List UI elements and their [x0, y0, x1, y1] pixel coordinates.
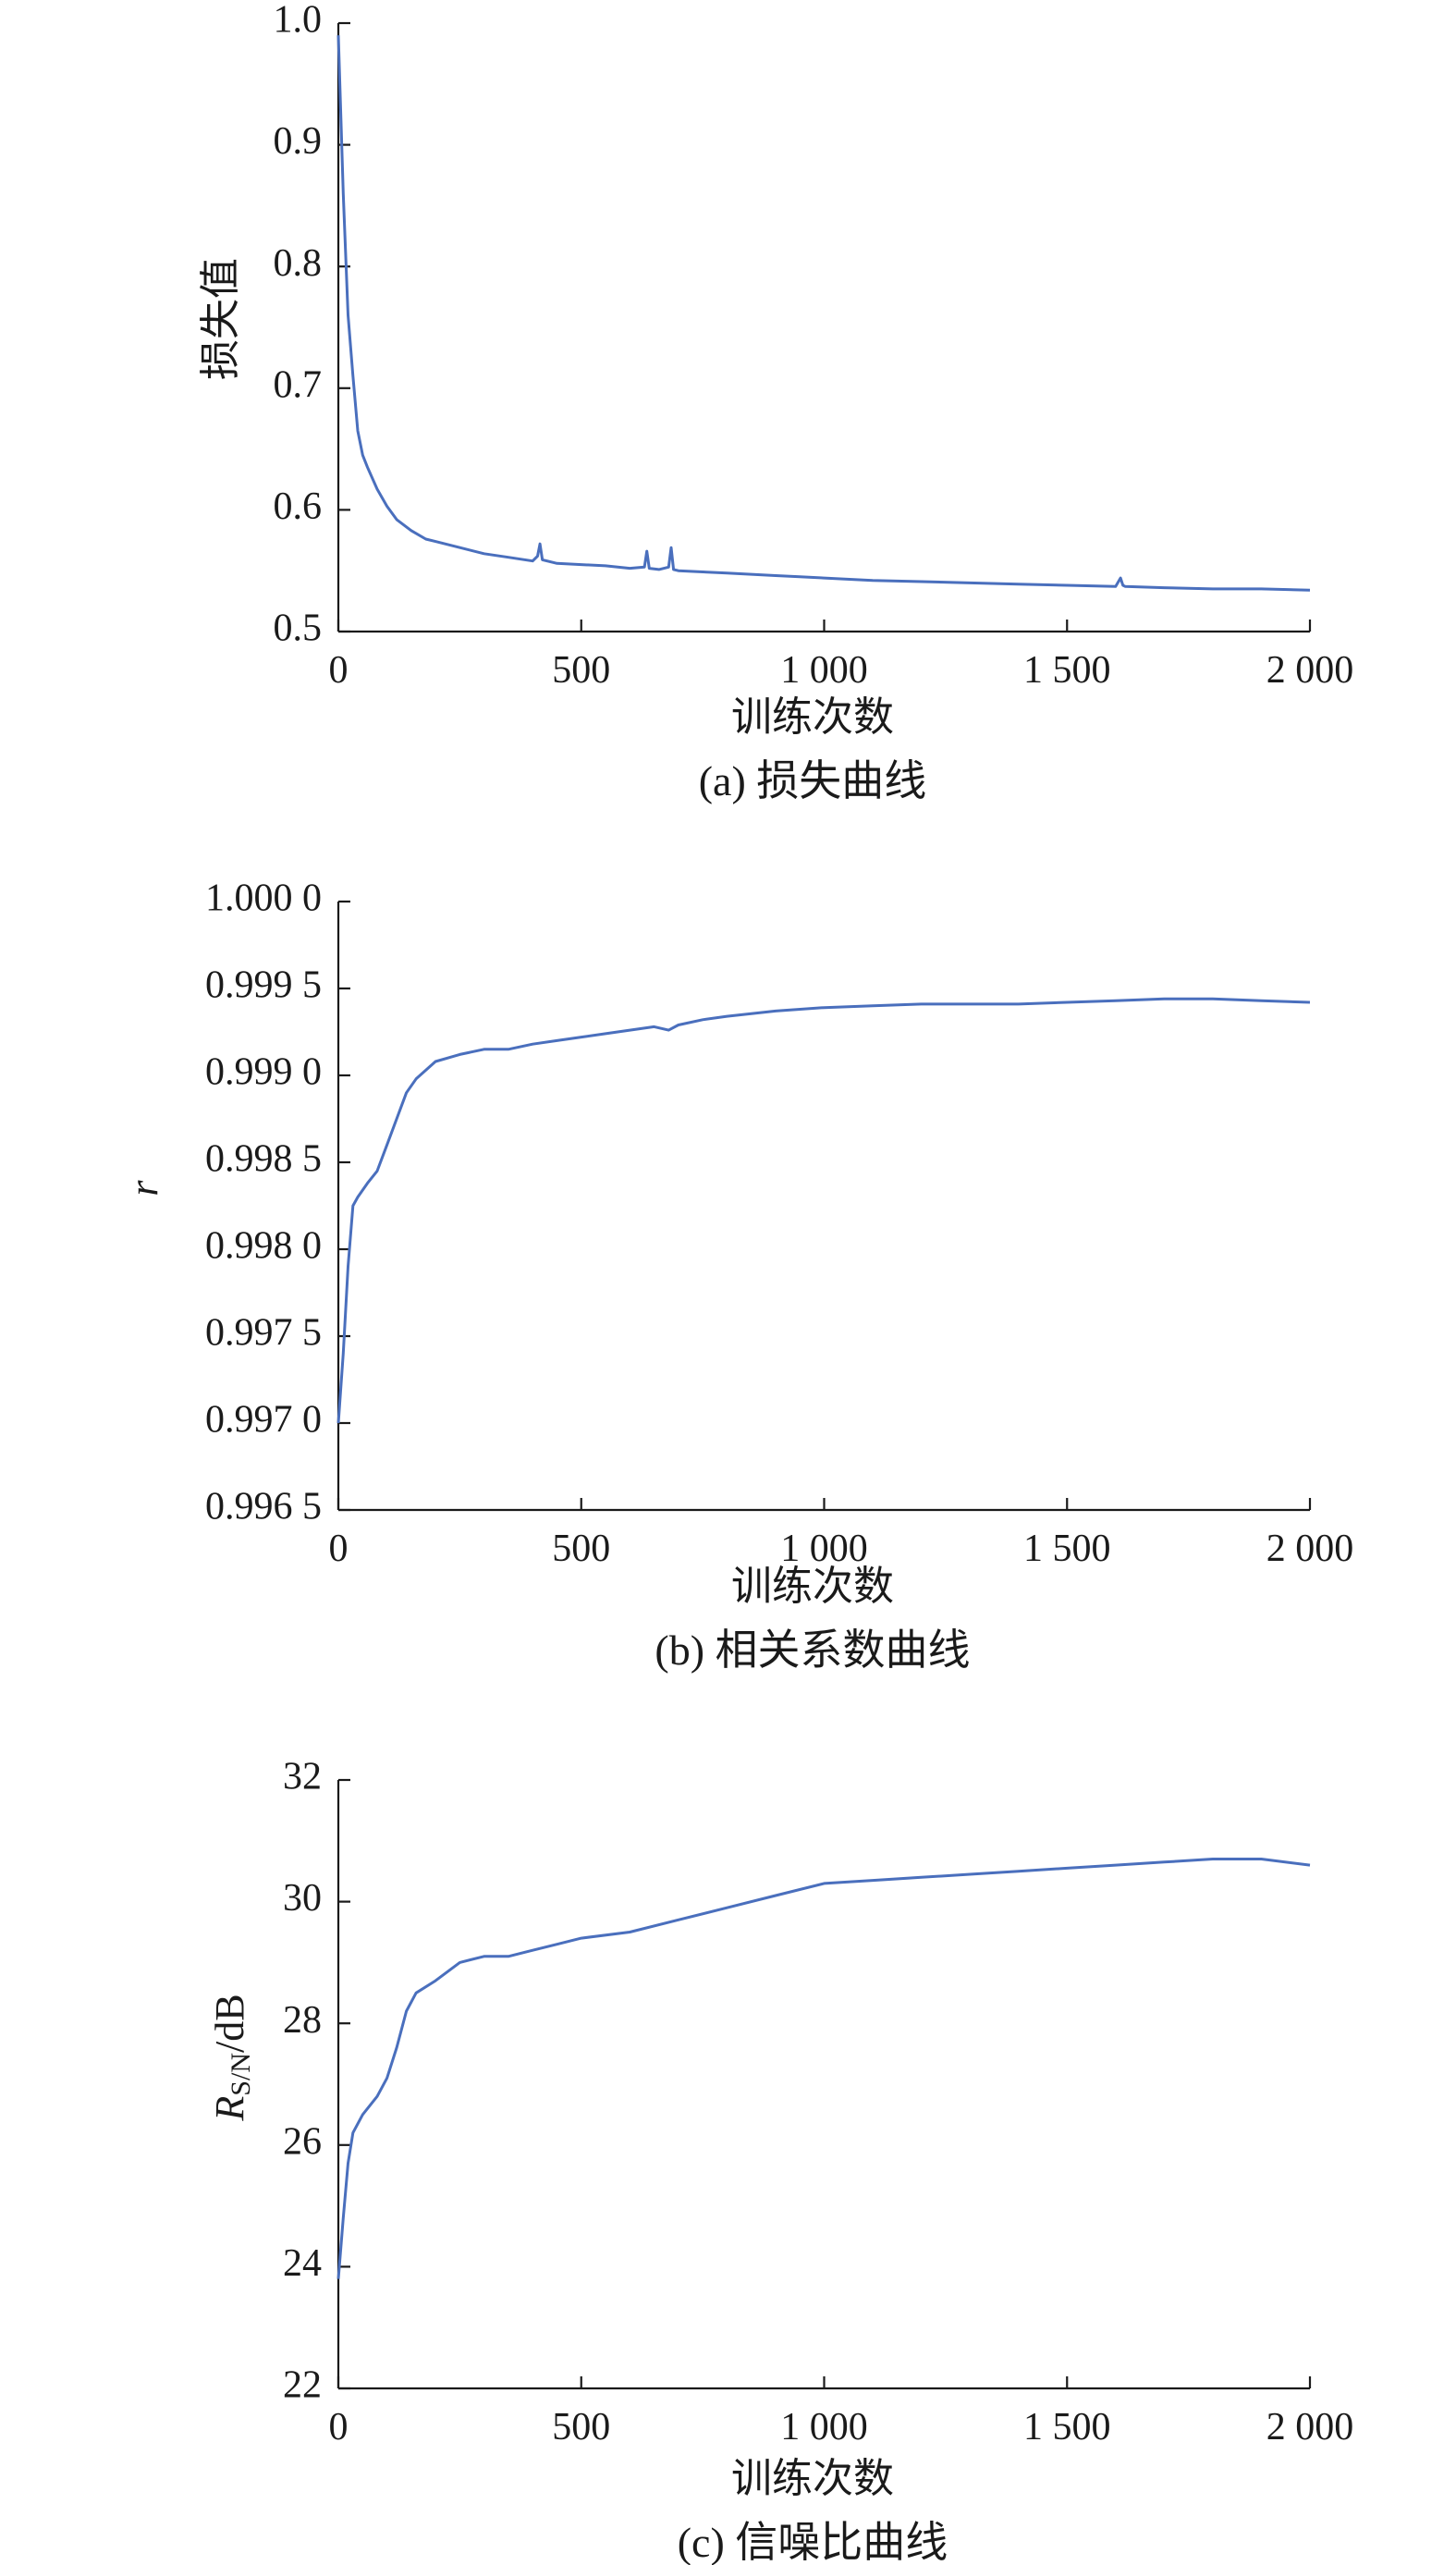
y-tick-label: 0.998 0 [205, 1225, 322, 1268]
caption-loss: (a) 损失曲线 [699, 757, 927, 804]
y-axis-label-r: r [121, 1180, 166, 1197]
x-tick-label: 500 [552, 1528, 610, 1570]
x-axis-label-loss: 训练次数 [731, 694, 894, 740]
x-axis-label-snr: 训练次数 [731, 2456, 894, 2501]
y-axis-label-snr: RS/N/dB [207, 1994, 256, 2121]
y-axis-label-text: r [121, 1180, 166, 1197]
y-label-sub: S/N [226, 2053, 256, 2096]
y-tick-label: 0.999 0 [205, 1051, 322, 1094]
x-tick-label: 1 000 [780, 2406, 868, 2448]
y-tick-label: 0.998 5 [205, 1138, 322, 1181]
y-tick-label: 32 [283, 1756, 322, 1798]
x-tick-label: 2 000 [1266, 2406, 1354, 2448]
y-tick-label: 22 [283, 2364, 322, 2407]
y-tick-label: 0.999 5 [205, 964, 322, 1007]
y-tick-label: 0.996 5 [205, 1486, 322, 1528]
x-tick-label: 500 [552, 2406, 610, 2448]
series-line-loss [336, 35, 1311, 592]
y-label-main: R [207, 2096, 252, 2122]
caption-snr: (c) 信噪比曲线 [678, 2519, 948, 2565]
y-tick-label: 0.5 [274, 608, 323, 650]
y-axis-label-loss: 损失值 [198, 258, 243, 380]
y-axis-label-text: 损失值 [198, 258, 243, 380]
y-tick-label: 0.997 5 [205, 1312, 322, 1355]
x-tick-label: 1 500 [1023, 649, 1111, 692]
y-axis-label-text: RS/N/dB [207, 1994, 256, 2121]
y-tick-label: 1.000 0 [205, 878, 322, 920]
y-tick-label: 24 [283, 2242, 322, 2285]
caption-correlation: (b) 相关系数曲线 [655, 1626, 970, 1674]
x-tick-label: 2 000 [1266, 649, 1354, 692]
x-tick-label: 500 [552, 649, 610, 692]
x-tick-label: 1 000 [780, 1528, 868, 1570]
x-tick-label: 0 [329, 1528, 349, 1570]
x-axis-label-correlation: 训练次数 [731, 1564, 894, 1609]
x-tick-label: 0 [329, 649, 349, 692]
y-tick-label: 0.6 [274, 485, 323, 528]
x-tick-label: 1 500 [1023, 1528, 1111, 1570]
x-tick-label: 1 500 [1023, 2406, 1111, 2448]
y-tick-label: 28 [283, 1999, 322, 2042]
chart-loss: 损失值 训练次数 (a) 损失曲线 0.5 0.6 0.7 0.8 0.9 1.0 0 500… [198, 0, 1353, 804]
x-tick-label: 2 000 [1266, 1528, 1354, 1570]
y-tick-label: 0.8 [274, 242, 323, 285]
y-tick-label: 1.0 [274, 0, 323, 42]
x-tick-label: 0 [329, 2406, 349, 2448]
y-tick-label: 30 [283, 1877, 322, 1920]
series-line-correlation [336, 997, 1311, 1424]
y-label-unit: /dB [207, 1994, 252, 2053]
y-tick-label: 0.7 [274, 363, 323, 406]
y-tick-label: 26 [283, 2120, 322, 2163]
y-tick-label: 0.997 0 [205, 1399, 322, 1442]
series-line-snr [336, 1858, 1311, 2279]
y-tick-label: 0.9 [274, 120, 323, 163]
chart-correlation: r 训练次数 (b) 相关系数曲线 0.996 5 0.997 0 0.997 5 0… [121, 878, 1353, 1674]
x-tick-label: 1 000 [780, 649, 868, 692]
chart-snr: RS/N/dB 训练次数 (c) 信噪比曲线 22 24 26 28 30 32 0 500 1… [207, 1756, 1353, 2565]
